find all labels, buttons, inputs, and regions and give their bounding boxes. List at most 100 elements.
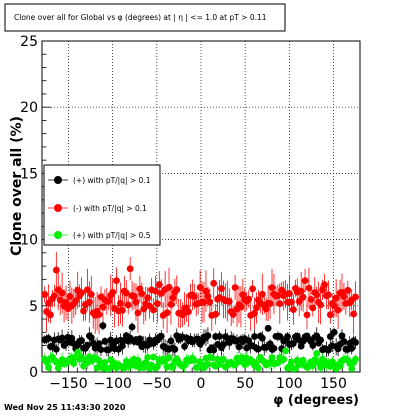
data-point <box>97 346 105 354</box>
series-1 <box>41 320 359 358</box>
legend-marker <box>54 176 62 184</box>
data-point <box>258 334 266 342</box>
x-tick-label: 50 <box>236 376 254 392</box>
legend-label: (-) with pT/|q| > 0.1 <box>73 204 147 213</box>
data-point <box>153 300 161 308</box>
data-point <box>340 293 348 300</box>
data-point <box>171 345 179 353</box>
data-point <box>348 365 356 372</box>
data-point <box>99 322 107 330</box>
data-point <box>117 299 124 307</box>
data-point <box>144 353 152 361</box>
data-point <box>87 291 95 298</box>
data-point <box>286 290 293 297</box>
data-point <box>113 277 120 285</box>
data-point <box>66 292 74 300</box>
data-point <box>80 307 87 315</box>
data-point <box>352 293 359 301</box>
data-point <box>155 281 163 289</box>
data-point <box>309 362 317 370</box>
data-point <box>216 333 223 340</box>
data-point <box>70 360 78 367</box>
data-point <box>284 333 291 341</box>
data-point <box>150 306 157 314</box>
data-point <box>157 332 165 340</box>
data-point <box>326 311 334 319</box>
data-point <box>45 364 52 371</box>
data-point <box>122 289 130 297</box>
data-point <box>167 337 175 345</box>
legend-label: (+) with pT/|q| > 0.5 <box>73 231 151 240</box>
y-tick-label: 10 <box>20 233 38 249</box>
data-point <box>165 283 173 291</box>
data-point <box>276 333 284 340</box>
chart-title: Clone over all for Global vs φ (degrees)… <box>14 13 267 22</box>
data-point <box>41 291 49 298</box>
data-point <box>206 298 214 306</box>
data-point <box>52 266 60 274</box>
x-tick-label: 100 <box>276 376 303 392</box>
data-point <box>289 340 297 347</box>
data-point <box>280 355 288 363</box>
data-point <box>50 292 58 300</box>
data-point <box>324 346 332 354</box>
x-tick-label: −100 <box>93 376 131 392</box>
y-tick-label: 5 <box>29 299 38 315</box>
data-point <box>52 345 60 353</box>
data-point <box>282 347 290 355</box>
data-point <box>266 300 274 307</box>
data-point <box>350 310 358 318</box>
data-point <box>78 289 85 297</box>
data-point <box>173 286 181 294</box>
data-point <box>124 301 132 309</box>
data-point <box>274 292 282 299</box>
data-point <box>45 335 52 342</box>
data-point <box>85 298 93 306</box>
data-point <box>229 311 237 318</box>
title-box <box>4 3 286 32</box>
data-point <box>169 363 177 371</box>
data-point <box>336 362 344 370</box>
data-point <box>95 340 103 348</box>
data-point <box>270 344 278 352</box>
data-point <box>163 309 171 317</box>
data-point <box>179 311 187 319</box>
data-point <box>58 289 66 297</box>
data-point <box>99 303 107 311</box>
data-point <box>268 284 276 291</box>
data-point <box>58 334 66 342</box>
data-point <box>220 341 227 348</box>
data-point <box>321 281 328 289</box>
data-point <box>249 285 256 293</box>
legend-label: (+) with pT/|q| > 0.1 <box>73 176 151 185</box>
data-point <box>220 355 227 363</box>
data-point <box>344 287 352 294</box>
data-point <box>288 358 295 366</box>
data-point <box>134 309 142 317</box>
data-point <box>309 342 317 349</box>
data-point <box>313 291 321 299</box>
y-tick-label: 15 <box>20 166 38 182</box>
data-point <box>251 333 258 340</box>
data-point <box>352 339 359 346</box>
data-point <box>237 303 245 311</box>
data-point <box>128 323 136 331</box>
data-point <box>258 290 266 298</box>
data-point <box>105 297 113 305</box>
data-point <box>340 338 348 345</box>
data-point <box>204 332 212 340</box>
x-tick-label: 150 <box>320 376 347 392</box>
y-tick-label: 0 <box>29 365 38 381</box>
data-point <box>255 345 262 353</box>
y-tick-label: 25 <box>20 34 38 50</box>
data-point <box>101 337 109 345</box>
x-tick-label: 0 <box>197 376 206 392</box>
data-point <box>245 295 253 303</box>
legend-marker <box>54 204 62 212</box>
data-point <box>130 292 138 300</box>
data-point <box>190 357 198 364</box>
data-point <box>118 306 126 314</box>
data-point <box>212 310 220 318</box>
data-point <box>309 304 317 312</box>
